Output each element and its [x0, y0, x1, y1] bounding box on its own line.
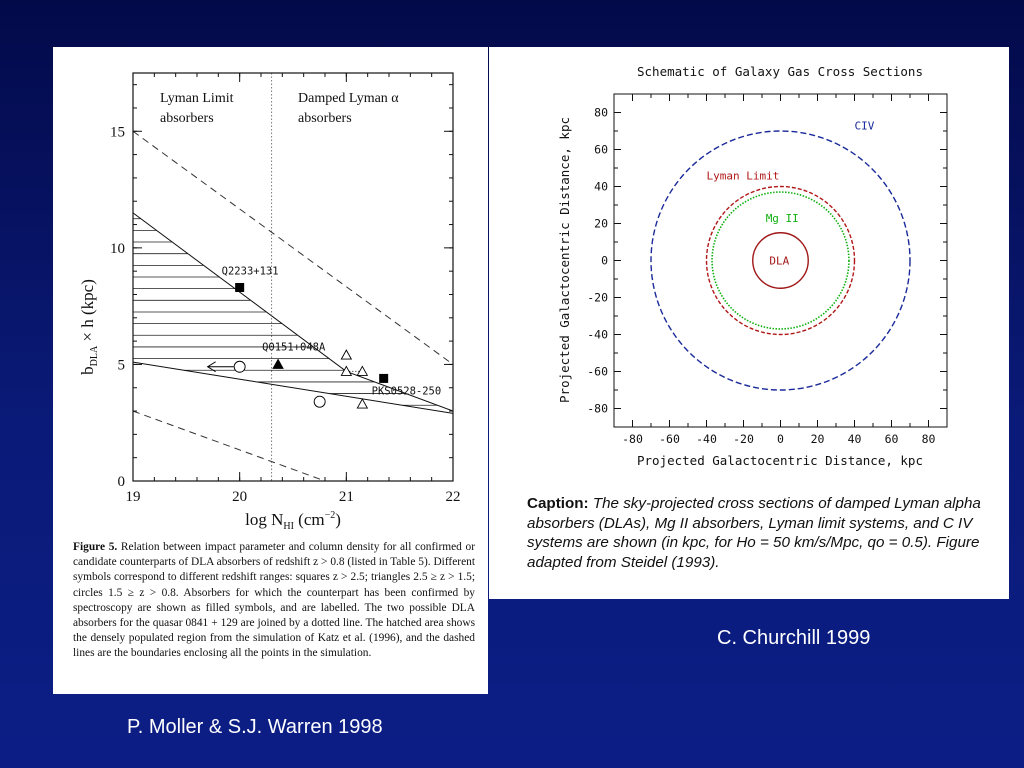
right-caption-label: Caption: [527, 495, 589, 512]
r-x-tick-label: 60 [885, 432, 899, 446]
right-chart-title: Schematic of Galaxy Gas Cross Sections [637, 64, 923, 79]
right-x-axis-title: Projected Galactocentric Distance, kpc [637, 453, 923, 468]
triangle-marker [356, 398, 369, 409]
region-right-label-1: Damped Lyman α [298, 91, 399, 106]
triangle-marker [340, 349, 353, 360]
r-y-tick-label: -40 [587, 328, 608, 342]
y-tick-label: 0 [118, 474, 126, 490]
impact-parameter-chart: 19 20 21 22 0 5 10 15 Q2233+131 Q0151+048A PKS052… [78, 72, 461, 532]
r-y-tick-label: 20 [594, 217, 608, 231]
cross-section-dla [752, 232, 809, 289]
r-y-tick-label: 40 [594, 180, 608, 194]
series-label: Mg II [766, 212, 799, 225]
r-x-tick-label: -60 [659, 432, 680, 446]
left-y-axis-title: bDLA × h (kpc) [78, 279, 100, 375]
series-label: CIV [855, 119, 875, 132]
cross-section-lyman-limit [705, 185, 856, 336]
cross-section-mg-ii [711, 191, 850, 330]
x-tick-label: 22 [446, 489, 461, 505]
dashed-boundary-1 [133, 130, 453, 365]
circle-marker [233, 360, 246, 373]
triangle-marker [356, 365, 369, 376]
figure-caption-label: Figure 5. [73, 541, 118, 553]
limit-arrow-head [206, 361, 216, 373]
right-caption: Caption: The sky-projected cross section… [527, 494, 997, 572]
right-caption-text: The sky-projected cross sections of damp… [527, 495, 981, 571]
credit-moller-warren: P. Moller & S.J. Warren 1998 [127, 716, 383, 738]
x-tick-label: 19 [126, 489, 141, 505]
right-y-axis-title: Projected Galactocentric Distance, kpc [557, 117, 572, 403]
r-y-tick-label: 60 [594, 143, 608, 157]
figure-caption: Figure 5. Relation between impact parame… [73, 540, 475, 662]
x-tick-label: 20 [232, 489, 247, 505]
square-marker [379, 373, 389, 383]
y-tick-label: 5 [118, 357, 126, 373]
region-left-label-1: Lyman Limit [160, 91, 234, 106]
r-x-tick-label: 0 [777, 432, 784, 446]
point-label: Q2233+131 [222, 265, 279, 277]
x-tick-label: 21 [339, 489, 354, 505]
right-figure-panel: Schematic of Galaxy Gas Cross Sections -… [489, 47, 1009, 599]
r-x-tick-label: 40 [848, 432, 862, 446]
hatch-lower-boundary [133, 361, 453, 414]
r-y-tick-label: 80 [594, 106, 608, 120]
r-x-tick-label: 80 [922, 432, 936, 446]
r-x-tick-label: -80 [622, 432, 643, 446]
y-tick-label: 10 [110, 241, 125, 257]
square-marker [235, 282, 245, 292]
left-x-axis-title: log NHI (cm−2) [245, 510, 341, 532]
r-y-tick-label: -80 [587, 402, 608, 416]
region-left-label-2: absorbers [160, 111, 214, 126]
r-y-tick-label: -20 [587, 291, 608, 305]
cross-section-civ [650, 130, 911, 391]
figure-caption-text: Relation between impact parameter and co… [73, 541, 475, 660]
circle-marker [313, 395, 326, 408]
r-x-tick-label: 20 [811, 432, 825, 446]
triangle-marker [340, 365, 353, 376]
dashed-boundary-2 [133, 410, 327, 481]
series-label: Lyman Limit [707, 169, 780, 182]
r-x-tick-label: -20 [733, 432, 754, 446]
triangle-marker [272, 358, 284, 369]
r-x-tick-label: -40 [696, 432, 717, 446]
region-right-label-2: absorbers [298, 111, 352, 126]
r-y-tick-label: 0 [601, 254, 608, 268]
y-tick-label: 15 [110, 124, 125, 140]
credit-churchill: C. Churchill 1999 [717, 627, 871, 649]
series-label: DLA [769, 255, 789, 268]
r-y-tick-label: -60 [587, 365, 608, 379]
point-label: Q0151+048A [262, 341, 326, 353]
cross-section-chart: Schematic of Galaxy Gas Cross Sections -… [557, 64, 948, 468]
point-label: PKS0528-250 [372, 385, 442, 397]
left-figure-panel: 19 20 21 22 0 5 10 15 Q2233+131 Q0151+048A PKS052… [53, 47, 488, 694]
left-plot-frame [132, 72, 454, 482]
